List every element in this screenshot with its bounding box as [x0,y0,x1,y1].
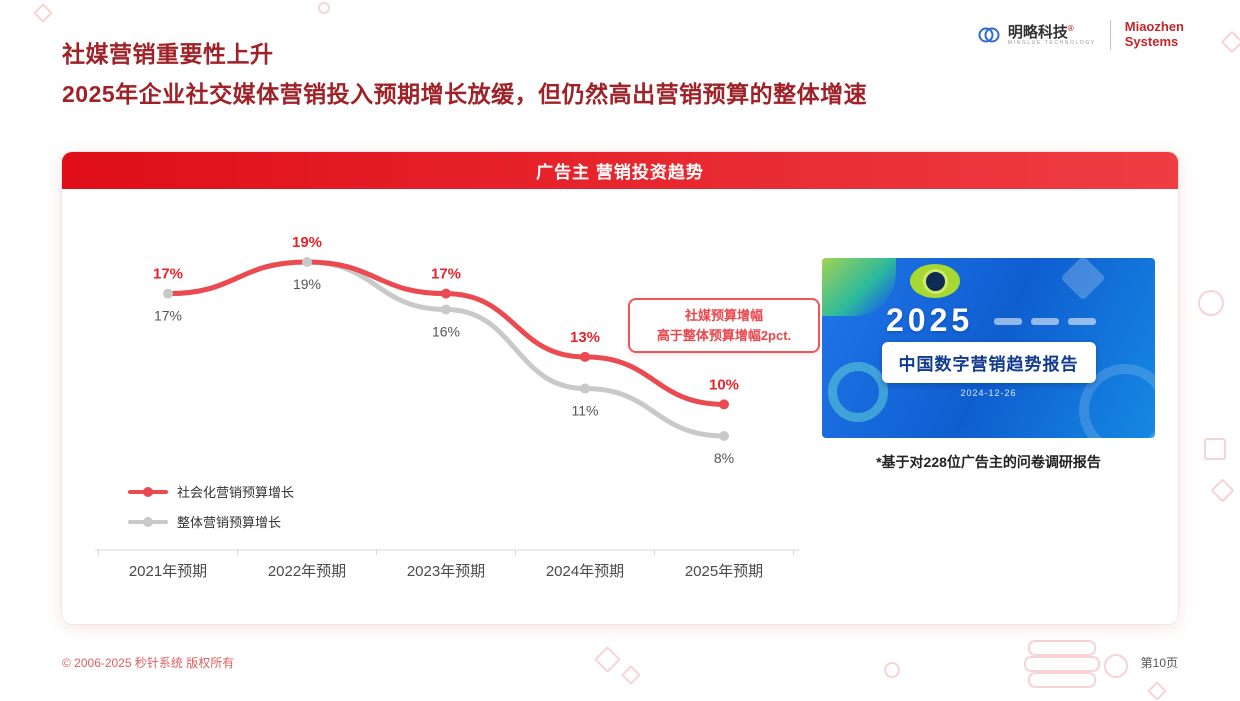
svg-text:19%: 19% [293,276,321,292]
svg-text:17%: 17% [154,308,182,324]
annotation-callout: 社媒预算增幅 高于整体预算增幅2pct. [628,298,820,353]
minglue-logo-icon [976,22,1002,48]
page-number: 第10页 [1140,656,1178,670]
chart-legend: 社会化营销预算增长 整体营销预算增长 [128,482,294,542]
svg-text:17%: 17% [153,266,183,283]
miaozhen-systems: Systems [1124,34,1179,49]
svg-text:2024年预期: 2024年预期 [546,563,624,580]
svg-text:19%: 19% [292,234,322,251]
svg-text:2025年预期: 2025年预期 [685,563,763,580]
svg-text:16%: 16% [432,323,460,339]
slide-title-line2: 2025年企业社交媒体营销投入预期增长放缓，但仍然高出营销预算的整体增速 [62,81,868,107]
trend-chart-svg: 2021年预期 2022年预期 2023年预期 2024年预期 2025年预期 17% 19… [95,234,800,580]
svg-text:17%: 17% [431,266,461,283]
svg-text:2021年预期: 2021年预期 [129,563,207,580]
decoration-diamond [33,3,53,23]
miaozhen-logo: Miaozhen Systems [1124,19,1184,50]
copyright-text: © 2006-2025 秒针系统 版权所有 [62,656,235,670]
banner-diamond-decoration [1060,258,1106,301]
registered-mark: ® [1067,23,1074,33]
legend-marker-overall [128,516,168,527]
svg-text:13%: 13% [570,329,600,346]
panel-header: 广告主 营销投资趋势 [62,152,1178,189]
annotation-line1: 社媒预算增幅 [684,308,763,323]
decoration-diamond [1147,681,1167,701]
decoration-diamond [1220,30,1240,54]
logo-area: 明略科技® MINGLUE TECHNOLOGY Miaozhen System… [976,19,1184,50]
report-banner: 2025 中国数字营销趋势报告 2024-12-26 [822,258,1155,438]
minglue-subtitle: MINGLUE TECHNOLOGY [1007,39,1096,46]
decoration-layer-bar [1028,672,1096,688]
slide-title-line1: 社媒营销重要性上升 [62,41,274,67]
minglue-name: 明略科技® [1007,23,1074,41]
minglue-logo-text: 明略科技® MINGLUE TECHNOLOGY [1008,24,1096,47]
panel-title: 广告主 营销投资趋势 [536,163,704,182]
chart-panel: 广告主 营销投资趋势 2021年预期 2022年预期 2023年预期 2024年预期 2… [62,152,1178,624]
legend-label-social: 社会化营销预算增长 [177,485,295,500]
decoration-circle [318,2,330,14]
logo-divider [1109,20,1111,50]
legend-item-social: 社会化营销预算增长 [128,482,294,501]
decoration-circle [884,662,900,678]
banner-title: 中国数字营销趋势报告 [898,355,1079,374]
decoration-circle [1198,290,1224,316]
banner-caption: *基于对228位广告主的问卷调研报告 [876,454,1101,470]
decoration-diamond [1210,478,1235,503]
banner-gradient-decoration [822,258,896,316]
miaozhen-name: Miaozhen [1124,19,1184,35]
trend-chart: 2021年预期 2022年预期 2023年预期 2024年预期 2025年预期 17% 19… [90,200,830,600]
banner-ring-decoration [828,362,888,422]
banner-eye-pupil [922,268,948,294]
banner-year: 2025 [886,302,974,338]
decoration-layer-bar [1028,640,1096,656]
svg-text:2022年预期: 2022年预期 [268,563,346,580]
decoration-layer-bar [1024,656,1100,672]
slide-footer: © 2006-2025 秒针系统 版权所有 第10页 [62,654,1178,671]
decoration-square [1204,438,1226,460]
banner-partner-logos [994,318,1096,325]
banner-eye-logo [910,264,960,298]
legend-marker-social [128,486,168,497]
banner-date: 2024-12-26 [960,388,1017,398]
svg-text:2023年预期: 2023年预期 [407,563,485,580]
svg-text:11%: 11% [572,403,599,419]
banner-arc-decoration [1079,364,1155,438]
minglue-logo: 明略科技® MINGLUE TECHNOLOGY [976,22,1096,48]
banner-title-box: 中国数字营销趋势报告 [881,342,1096,383]
slide-header: 社媒营销重要性上升 2025年企业社交媒体营销投入预期增长放缓，但仍然高出营销预… [62,34,867,114]
decoration-circle [1104,654,1128,678]
legend-label-overall: 整体营销预算增长 [177,515,282,530]
svg-text:8%: 8% [714,450,734,466]
svg-text:10%: 10% [709,376,739,393]
annotation-line2: 高于整体预算增幅2pct. [656,327,792,343]
legend-item-overall: 整体营销预算增长 [128,512,294,531]
